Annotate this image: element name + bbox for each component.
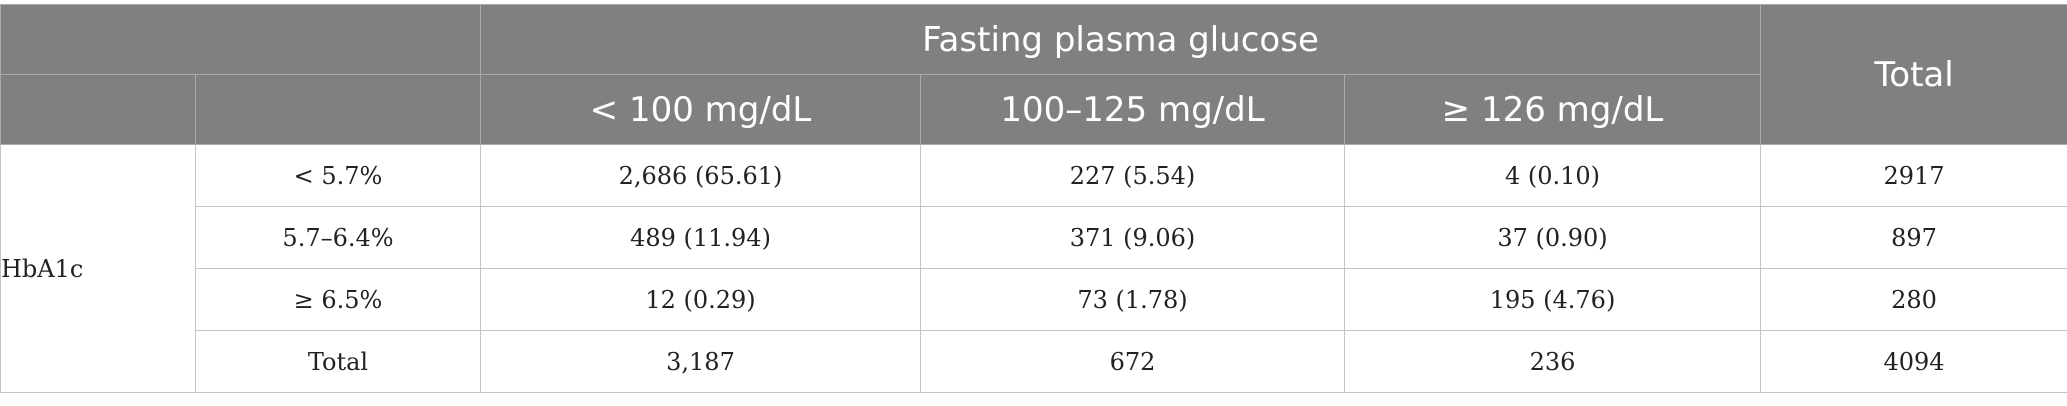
- row-total-cell: 897: [1760, 206, 2067, 269]
- header-row-1: Fasting plasma glucose Total: [0, 4, 2067, 145]
- row-label: Total: [195, 330, 481, 393]
- table-row: HbA1c < 5.7% 2,686 (65.61) 227 (5.54) 4 …: [0, 144, 2067, 393]
- table-cell: 195 (4.76): [1343, 268, 1762, 331]
- table-row: Total 3,187 672 236 4094: [1, 330, 2067, 393]
- total-column-header: Total: [1760, 4, 2067, 145]
- table-cell: 4 (0.10): [1343, 144, 1762, 207]
- table-cell: 236: [1343, 330, 1762, 393]
- row-label: ≥ 6.5%: [195, 268, 481, 331]
- column-header-100-125: 100–125 mg/dL: [920, 74, 1345, 145]
- blank-corner-top: [0, 4, 481, 75]
- table-cell: 371 (9.06): [920, 206, 1345, 269]
- row-label: 5.7–6.4%: [195, 206, 481, 269]
- blank-corner-left: [0, 74, 196, 145]
- row-group-label: HbA1c: [0, 144, 196, 393]
- table-cell: 489 (11.94): [480, 206, 921, 269]
- hba1c-fpg-crosstab: Fasting plasma glucose Total < 100 mg/dL…: [0, 4, 2067, 393]
- row-total-cell: 280: [1760, 268, 2067, 331]
- blank-corner-right: [195, 74, 481, 145]
- table-cell: 672: [920, 330, 1345, 393]
- row-label: < 5.7%: [195, 144, 481, 207]
- table-body: HbA1c < 5.7% 2,686 (65.61) 227 (5.54) 4 …: [0, 144, 2067, 393]
- table-header: Fasting plasma glucose Total < 100 mg/dL…: [0, 4, 2067, 145]
- table-cell: 12 (0.29): [480, 268, 921, 331]
- row-total-cell: 4094: [1760, 330, 2067, 393]
- table-cell: 37 (0.90): [1343, 206, 1762, 269]
- header-row-2: < 100 mg/dL 100–125 mg/dL ≥ 126 mg/dL: [0, 74, 2067, 145]
- column-header-ge126: ≥ 126 mg/dL: [1343, 74, 1762, 145]
- table-cell: 73 (1.78): [920, 268, 1345, 331]
- row-total-cell: 2917: [1760, 144, 2067, 207]
- table-cell: 3,187: [480, 330, 921, 393]
- table-cell: 2,686 (65.61): [480, 144, 921, 207]
- table-cell: 227 (5.54): [920, 144, 1345, 207]
- column-header-lt100: < 100 mg/dL: [480, 74, 921, 145]
- table-row: 5.7–6.4% 489 (11.94) 371 (9.06) 37 (0.90…: [1, 206, 2067, 269]
- column-group-header: Fasting plasma glucose: [479, 4, 1762, 75]
- table-row: ≥ 6.5% 12 (0.29) 73 (1.78) 195 (4.76) 28…: [1, 268, 2067, 331]
